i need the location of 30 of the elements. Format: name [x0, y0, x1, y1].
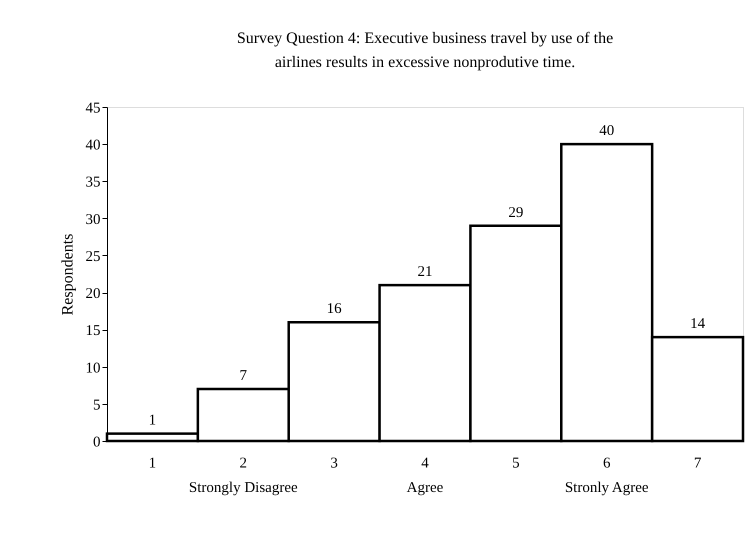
data-label: 40 [599, 123, 614, 140]
data-label: 21 [418, 264, 432, 280]
x-tick-label: 1 [148, 456, 156, 472]
x-tick-label: 5 [512, 456, 520, 472]
x-tick-label: 2 [240, 456, 248, 472]
text: Stronly Agree [564, 480, 649, 496]
y-tick-label: 35 [86, 174, 100, 191]
data-label: 7 [240, 368, 248, 384]
y-tick-label: 40 [86, 138, 100, 154]
x-tick-label: 6 [602, 456, 611, 472]
x-tick-label: 7 [694, 456, 702, 472]
y-tick-label: 10 [86, 360, 100, 376]
text: Agree [406, 480, 444, 496]
text: Strongly Disagree [188, 480, 298, 496]
x-tick-label: 3 [330, 456, 338, 472]
data-label: 14 [690, 316, 706, 332]
y-tick-label: 15 [86, 323, 100, 340]
y-tick-label: 20 [86, 286, 100, 302]
x-tick-label: 4 [421, 456, 430, 472]
text: airlines results in excessive nonprodutive time. [274, 54, 576, 71]
text: Survey Question 4: Executive business travel by use of the [236, 30, 614, 47]
y-tick-label: 0 [93, 434, 100, 450]
data-label: 29 [508, 204, 524, 221]
data-label: 16 [326, 301, 342, 318]
y-axis-title: Respondents [60, 234, 76, 316]
data-label: 1 [148, 412, 156, 429]
y-tick-label: 5 [93, 397, 100, 414]
y-tick-label: 25 [86, 248, 100, 265]
y-tick-label: 45 [86, 100, 100, 116]
y-tick-label: 30 [86, 212, 100, 228]
